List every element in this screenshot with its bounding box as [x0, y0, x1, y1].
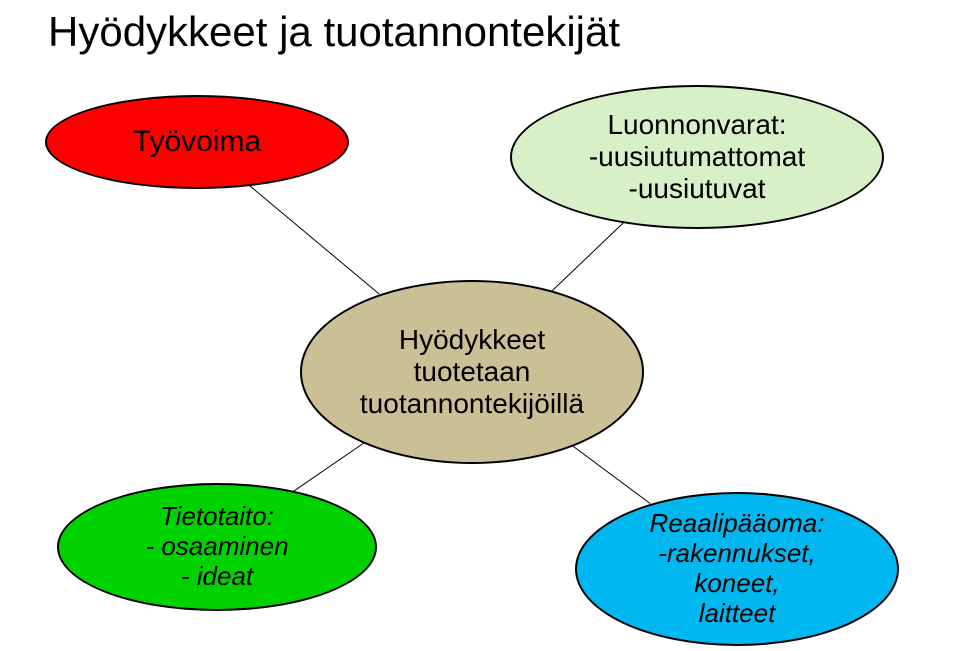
node-luonnonvarat-line3: -uusiutuvat: [629, 173, 766, 205]
node-luonnonvarat-line2: -uusiutumattomat: [589, 141, 805, 173]
node-tyovoima: Työvoima: [45, 95, 349, 189]
node-luonnonvarat-line1: Luonnonvarat:: [607, 109, 786, 141]
node-tietotaito-line1: Tietotaito:: [160, 502, 274, 532]
node-center-line1: Hyödykkeet: [399, 324, 545, 356]
node-tietotaito-line3: - ideat: [181, 562, 253, 592]
edge-luonnonvarat-center: [552, 219, 627, 291]
node-tietotaito-line2: - osaaminen: [145, 532, 288, 562]
node-reaalipaaoma-line1: Reaalipääoma:: [650, 509, 825, 539]
node-tietotaito: Tietotaito: - osaaminen - ideat: [57, 483, 377, 611]
node-reaalipaaoma-line4: laitteet: [699, 599, 776, 629]
node-luonnonvarat: Luonnonvarat: -uusiutumattomat -uusiutuv…: [510, 85, 884, 229]
node-center: Hyödykkeet tuotetaan tuotannontekijöillä: [300, 280, 644, 464]
edge-reaalipaaoma-center: [569, 442, 651, 503]
edge-tietotaito-center: [293, 441, 366, 492]
node-reaalipaaoma: Reaalipääoma: -rakennukset, koneet, lait…: [575, 492, 899, 646]
node-reaalipaaoma-line2: -rakennukset,: [658, 539, 816, 569]
page-title: Hyödykkeet ja tuotannontekijät: [48, 8, 620, 56]
node-center-line2: tuotetaan: [414, 356, 531, 388]
edge-tyovoima-center: [245, 182, 379, 294]
diagram-stage: Hyödykkeet ja tuotannontekijät Työvoima …: [0, 0, 960, 651]
node-center-line3: tuotannontekijöillä: [360, 388, 584, 420]
node-tyovoima-line1: Työvoima: [133, 125, 261, 160]
node-reaalipaaoma-line3: koneet,: [694, 569, 779, 599]
